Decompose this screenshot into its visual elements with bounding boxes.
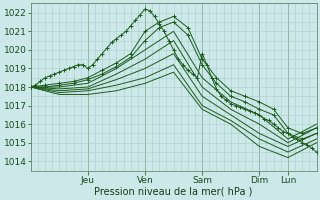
X-axis label: Pression niveau de la mer( hPa ): Pression niveau de la mer( hPa ) xyxy=(94,187,253,197)
